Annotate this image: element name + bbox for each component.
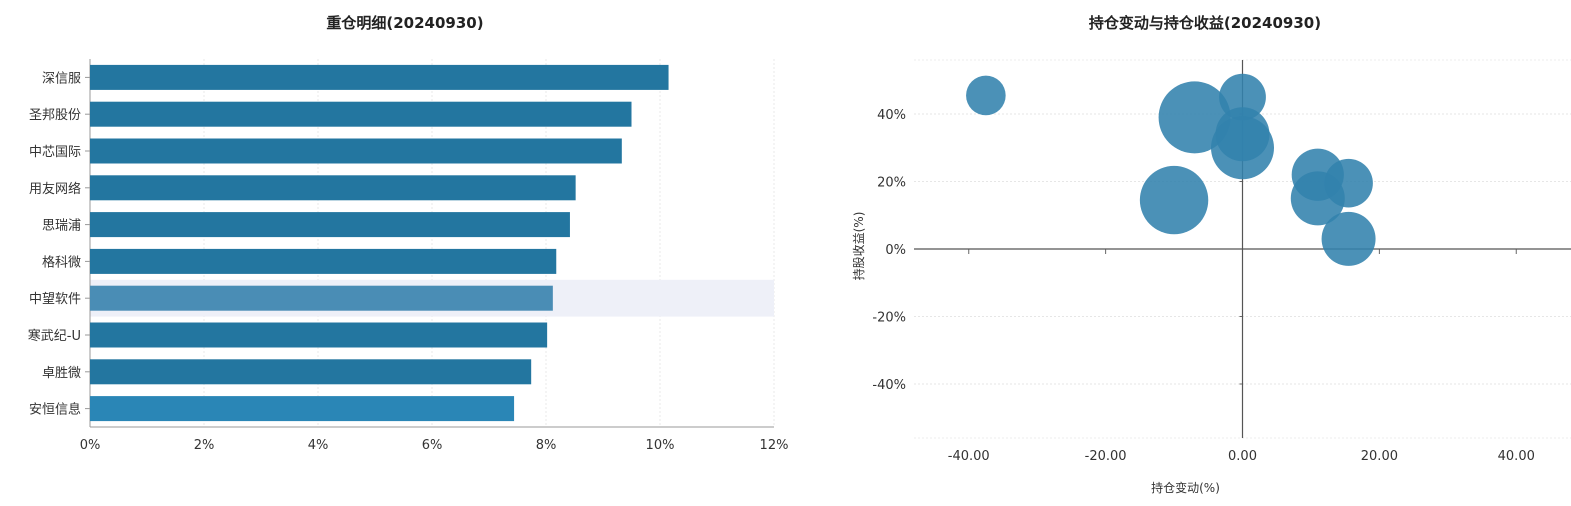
bar-3 (90, 175, 576, 201)
bar-chart-svg: 0% 2% 4% 6% 8% 10% 12% 深信服圣邦股份中芯国际用友网络思瑞浦格科微中望软… (28, 59, 789, 453)
bar-category-label: 中芯国际 (29, 145, 81, 160)
scatter-bubble-5 (1139, 165, 1209, 235)
scatter-y-tick-label: 0% (885, 243, 906, 258)
scatter-x-tick-label: 40.00 (1498, 449, 1535, 464)
bar-0 (90, 64, 669, 90)
scatter-bubble-9 (1321, 211, 1376, 266)
bar-category-label: 思瑞浦 (42, 219, 81, 234)
scatter-y-tick-label: -20% (872, 311, 906, 326)
bar-8 (90, 359, 532, 385)
bar-6 (90, 285, 553, 311)
bar-category-label: 安恒信息 (29, 402, 81, 418)
bar-1 (90, 101, 632, 127)
position-scatter-panel: 持仓变动与持仓收益(20240930) 40% 20% 0% -20% -40% -40.… (800, 0, 1571, 506)
scatter-bubble-4 (1211, 116, 1274, 180)
scatter-bubble-1 (1158, 81, 1231, 154)
scatter-y-tick-label: 40% (877, 108, 906, 123)
bar-category-label: 用友网络 (29, 181, 81, 197)
bar-category-label: 卓胜微 (42, 366, 81, 381)
bar-x-tick-label: 10% (646, 438, 675, 453)
bar-x-tick-label: 8% (536, 438, 557, 453)
scatter-y-axis-title: 持股收益(%) (851, 212, 866, 281)
bar-x-tick-label: 4% (308, 438, 329, 453)
bar-2 (90, 138, 622, 164)
scatter-bubble-2 (1219, 73, 1266, 121)
scatter-chart-title: 持仓变动与持仓收益(20240930) (1088, 14, 1322, 32)
bar-x-tick-label: 2% (194, 438, 215, 453)
bar-category-label: 格科微 (42, 254, 81, 270)
holdings-bar-chart-panel: 重仓明细(20240930) 0% 2% 4% 6% 8% 10% 12% 深信服圣邦股份中芯… (28, 14, 789, 453)
scatter-bubble-0 (966, 75, 1006, 116)
bar-x-tick-label: 12% (760, 438, 789, 453)
bar-category-label: 中望软件 (29, 291, 81, 307)
scatter-x-tick-label: 0.00 (1228, 449, 1257, 464)
bar-chart-title: 重仓明细(20240930) (326, 14, 484, 32)
bar-9 (90, 396, 515, 422)
bar-5 (90, 248, 557, 274)
scatter-y-tick-label: -40% (872, 378, 906, 393)
bar-4 (90, 212, 570, 238)
bar-category-label: 圣邦股份 (29, 108, 81, 123)
scatter-x-axis-title: 持仓变动(%) (1151, 480, 1220, 495)
bar-category-label: 深信服 (42, 71, 81, 86)
scatter-bubble-8 (1290, 171, 1345, 226)
bar-category-label: 寒武纪-U (28, 328, 81, 344)
scatter-x-tick-label: -20.00 (1085, 449, 1127, 464)
scatter-x-tick-label: 20.00 (1361, 449, 1398, 464)
scatter-chart-svg: 40% 20% 0% -20% -40% -40.00 -20.00 0.00 20.00 40.… (851, 59, 1571, 495)
scatter-y-tick-label: 20% (877, 176, 906, 191)
bar-x-tick-label: 0% (80, 438, 101, 453)
bar-7 (90, 322, 548, 348)
scatter-x-tick-label: -40.00 (948, 449, 990, 464)
bar-x-tick-label: 6% (422, 438, 443, 453)
